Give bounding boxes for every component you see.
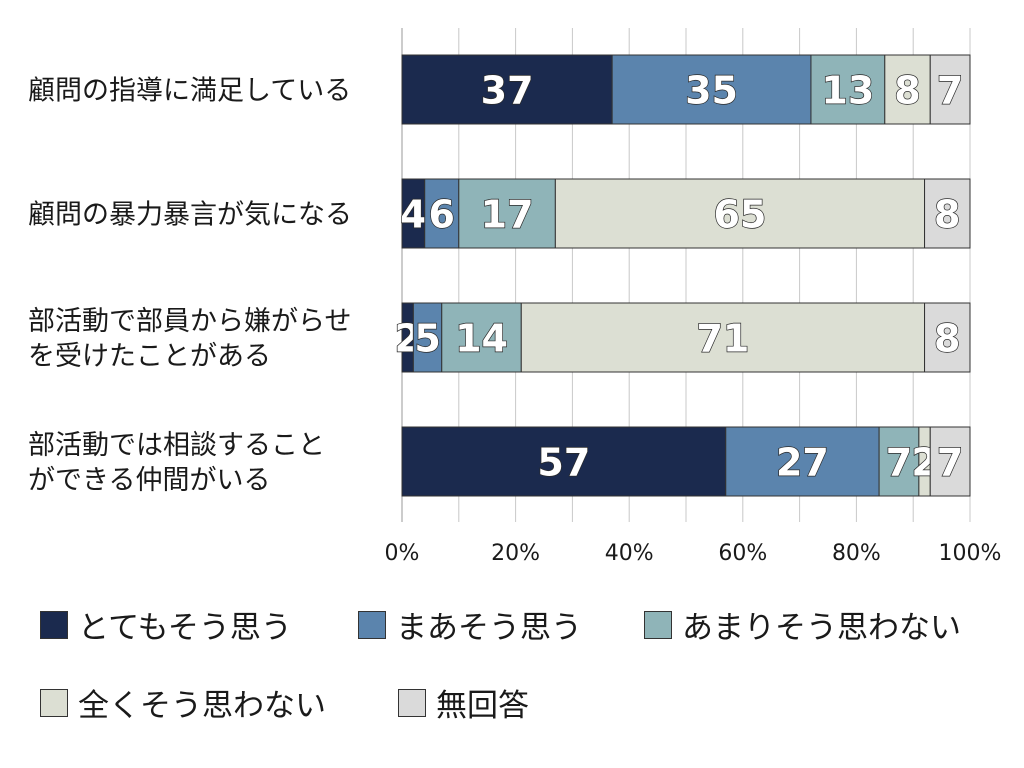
legend-swatch	[358, 610, 386, 639]
x-tick-label: 0%	[385, 541, 420, 566]
category-label: 顧問の指導に満足している	[28, 76, 351, 107]
x-tick-label: 60%	[718, 541, 767, 566]
legend-label: 全くそう思わない	[78, 688, 326, 724]
data-label: 14	[455, 317, 508, 361]
x-tick-label: 20%	[491, 541, 540, 566]
data-label: 7	[886, 441, 912, 485]
data-label: 4	[400, 193, 426, 237]
data-label: 17	[481, 193, 534, 237]
data-label: 7	[937, 69, 963, 113]
legend-label: 無回答	[436, 688, 529, 724]
legend-swatch	[40, 688, 68, 717]
legend-item: 無回答	[398, 680, 529, 725]
data-label: 8	[894, 69, 920, 113]
x-tick-label: 40%	[605, 541, 654, 566]
legend-item: あまりそう思わない	[644, 602, 961, 647]
legend-item: 全くそう思わない	[40, 680, 326, 725]
data-label: 13	[821, 69, 874, 113]
legend-label: あまりそう思わない	[682, 610, 961, 646]
data-label: 8	[934, 193, 960, 237]
bar-segment	[458, 178, 556, 249]
category-label: 顧問の暴力暴言が気になる	[28, 200, 352, 231]
data-label: 37	[481, 69, 534, 113]
legend-label: とてもそう思う	[78, 610, 292, 646]
bar-segment	[401, 426, 727, 497]
category-label: 部活動で部員から嫌がらせを受けたことがある	[28, 306, 351, 372]
data-label: 65	[714, 193, 767, 237]
bar-segment	[878, 426, 920, 497]
bar-segment	[554, 178, 926, 249]
legend-label: まあそう思う	[396, 610, 582, 646]
bar-segment	[929, 426, 971, 497]
data-label: 5	[414, 317, 440, 361]
data-label: 8	[934, 317, 960, 361]
legend-swatch	[398, 688, 426, 717]
data-label: 6	[429, 193, 455, 237]
data-label: 7	[937, 441, 963, 485]
bar-segment	[924, 302, 971, 373]
data-label: 57	[537, 441, 590, 485]
data-label: 35	[685, 69, 738, 113]
bar-segment	[924, 178, 971, 249]
bar-segment	[520, 302, 926, 373]
bar-segment	[725, 426, 880, 497]
bar-segment	[401, 54, 613, 125]
bar-segment	[884, 54, 931, 125]
bar-segment	[424, 178, 460, 249]
legend-swatch	[644, 610, 672, 639]
bar-segment	[929, 54, 971, 125]
bar-segment	[611, 54, 812, 125]
legend-item: とてもそう思う	[40, 602, 292, 647]
legend-swatch	[40, 610, 68, 639]
x-tick-label: 80%	[832, 541, 881, 566]
bar-segment	[441, 302, 522, 373]
x-tick-label: 100%	[939, 541, 1002, 566]
stacked-bar-chart: 0% 20% 40% 60% 80% 100% 顧問の指導に満足している顧問の暴力暴言が気に…	[28, 28, 1002, 566]
data-label: 27	[776, 441, 829, 485]
category-label: 部活動では相談することができる仲間がいる	[28, 430, 325, 496]
legend-item: まあそう思う	[358, 602, 582, 647]
data-label: 71	[696, 317, 749, 361]
